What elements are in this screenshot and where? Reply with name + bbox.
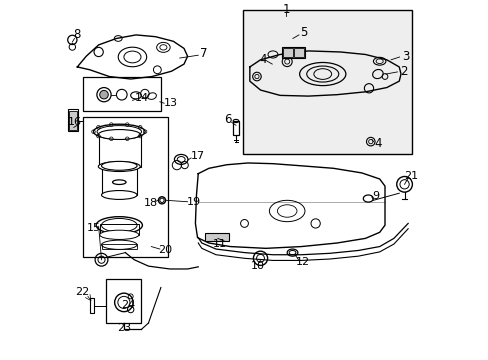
Bar [106, 279, 141, 323]
Text: 14: 14 [135, 93, 149, 103]
Text: 11: 11 [213, 239, 227, 249]
Text: 2: 2 [399, 66, 407, 78]
Bar [82, 77, 161, 111]
Text: 9: 9 [372, 191, 379, 201]
Ellipse shape [98, 130, 140, 139]
Bar [99, 135, 141, 167]
Text: 6: 6 [223, 113, 231, 126]
Bar [242, 10, 411, 154]
Bar [102, 244, 137, 249]
Text: 19: 19 [186, 197, 201, 207]
Bar [100, 224, 139, 235]
Bar [293, 48, 303, 57]
Text: 18: 18 [143, 198, 157, 208]
Bar [102, 166, 137, 195]
Ellipse shape [98, 162, 140, 171]
Text: 3: 3 [401, 50, 408, 63]
Ellipse shape [102, 190, 137, 199]
Text: 5: 5 [299, 26, 306, 39]
Text: 1: 1 [282, 3, 290, 16]
Bar [68, 109, 78, 131]
Text: 13: 13 [163, 98, 177, 108]
Bar [204, 233, 228, 240]
Text: 15: 15 [86, 223, 101, 233]
Text: 24: 24 [121, 300, 135, 310]
Text: 21: 21 [403, 171, 417, 181]
Text: 4: 4 [259, 53, 266, 66]
Text: 20: 20 [158, 246, 172, 256]
Text: 16: 16 [67, 117, 81, 127]
Text: 8: 8 [73, 28, 80, 41]
Bar [82, 117, 168, 257]
Text: 10: 10 [250, 261, 264, 271]
Circle shape [100, 90, 108, 99]
Bar [90, 298, 94, 313]
Bar [69, 111, 77, 130]
Text: 4: 4 [374, 137, 381, 150]
Text: 23: 23 [117, 323, 131, 333]
Text: 7: 7 [200, 47, 207, 60]
Bar [281, 48, 305, 58]
Bar [282, 48, 292, 57]
Ellipse shape [100, 230, 139, 239]
Bar [233, 121, 238, 135]
Text: 12: 12 [296, 257, 309, 267]
Text: 22: 22 [75, 287, 89, 297]
Text: 17: 17 [190, 151, 204, 161]
Ellipse shape [102, 161, 137, 170]
